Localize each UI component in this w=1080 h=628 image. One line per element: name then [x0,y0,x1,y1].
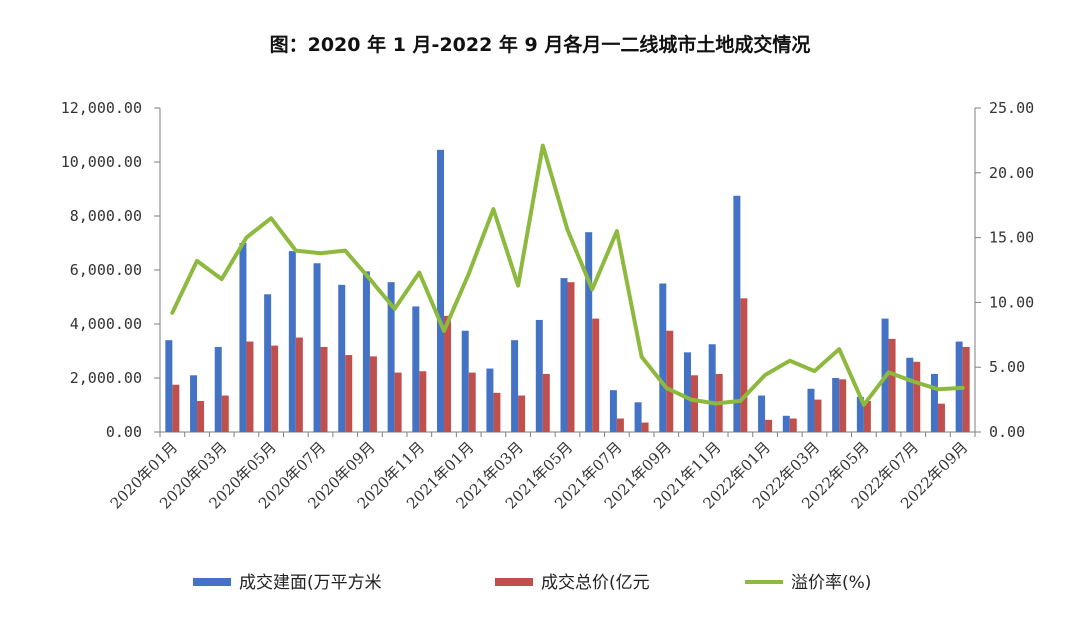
left-tick-label: 12,000.00 [61,99,142,117]
bar-area [906,357,914,432]
bar-area [782,415,790,432]
bar-area [609,390,617,432]
right-tick-label: 20.00 [989,164,1034,182]
left-tick-label: 10,000.00 [61,153,142,171]
left-tick-label: 0.00 [106,423,142,441]
bar-price [444,315,452,432]
bar-price [666,330,674,432]
bar-price [369,356,377,432]
right-tick-label: 5.00 [989,358,1025,376]
bar-area [758,395,766,432]
bar-price [616,418,624,432]
bar-price [394,372,402,432]
bar-area [807,388,815,432]
bar-price [765,419,773,432]
bar-price [839,379,847,432]
bar-area [486,368,494,432]
bar-price [888,338,896,432]
left-tick-label: 2,000.00 [70,369,142,387]
bar-price [320,346,328,432]
right-tick-label: 15.00 [989,229,1034,247]
legend-label: 成交总价(亿元 [541,573,650,593]
bar-area [930,373,938,432]
bar-price [345,355,353,432]
bar-price [542,373,550,432]
bar-area [437,149,445,432]
bar-price [913,361,921,432]
bar-price [221,395,229,432]
bar-price [863,400,871,432]
bar-area [683,352,691,432]
bar-price [641,422,649,432]
legend-swatch [193,578,231,586]
bar-area [165,340,173,432]
bar-area [264,294,272,432]
bar-area [733,195,741,432]
legend-swatch [495,578,533,586]
bar-area [313,263,321,432]
bar-price [740,298,748,432]
bar-area [338,284,346,432]
bar-price [962,346,970,432]
legend-label: 成交建面(万平方米 [239,573,382,593]
bar-area [362,271,370,432]
bar-price [592,318,600,432]
bar-price [690,375,698,432]
bar-area [659,283,667,432]
bar-area [634,402,642,432]
bar-price [814,399,822,432]
bar-area [288,251,296,432]
bar-price [468,372,476,432]
bar-area [387,282,395,432]
bar-price [197,400,205,432]
bar-area [585,232,593,432]
bar-price [172,384,180,432]
bar-price [246,341,254,432]
bar-area [560,278,568,432]
legend-label: 溢价率(%) [791,573,871,593]
left-tick-label: 4,000.00 [70,315,142,333]
bar-area [832,378,840,432]
bar-price [937,403,945,432]
bar-area [214,346,222,432]
bar-area [535,319,543,432]
bar-area [511,340,519,432]
bar-price [789,418,797,432]
chart-title: 图：2020 年 1 月-2022 年 9 月各月一二线城市土地成交情况 [269,34,811,56]
right-tick-label: 10.00 [989,293,1034,311]
bar-area [856,396,864,432]
bar-area [708,344,716,432]
bar-area [461,330,469,432]
bar-price [493,392,501,432]
left-tick-label: 8,000.00 [70,207,142,225]
bar-area [412,306,420,432]
bar-price [419,371,427,432]
bar-price [295,337,303,432]
left-tick-label: 6,000.00 [70,261,142,279]
bar-area [190,375,198,432]
bar-price [567,282,575,432]
right-tick-label: 0.00 [989,423,1025,441]
bar-price [271,345,279,432]
right-tick-label: 25.00 [989,99,1034,117]
bar-price [518,395,526,432]
bar-area [239,243,247,432]
